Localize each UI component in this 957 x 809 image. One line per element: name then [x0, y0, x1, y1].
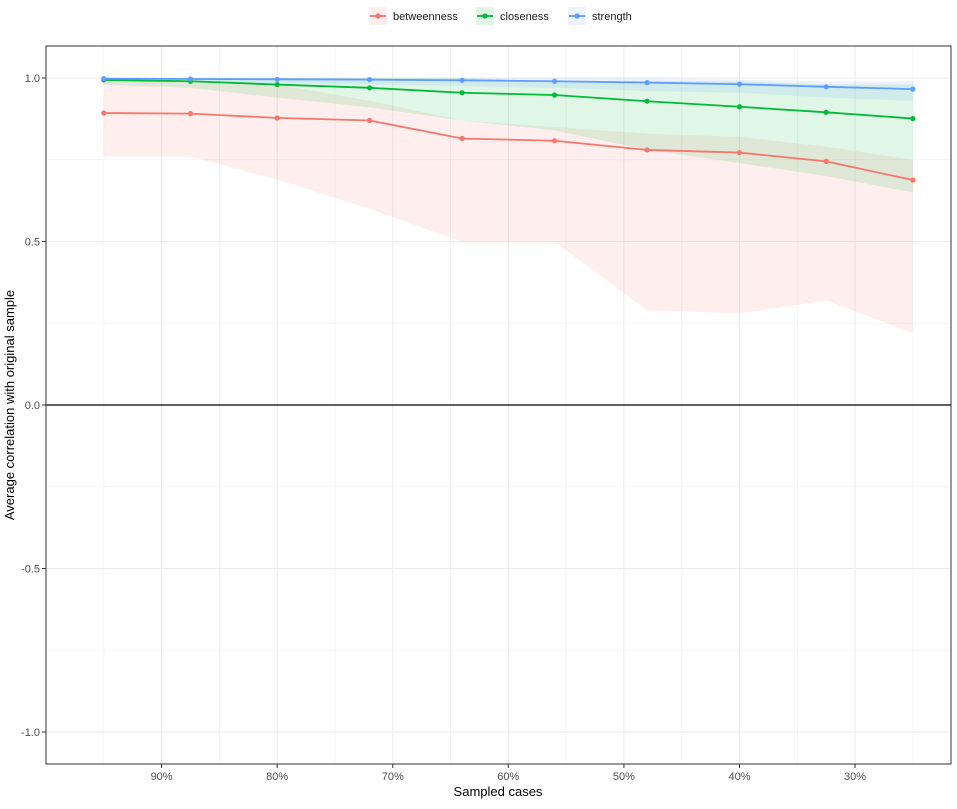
strength-point: [187, 76, 194, 82]
betweenness-point: [823, 158, 829, 164]
betweenness-line: [103, 112, 914, 181]
legend: betweenness closeness strength: [369, 7, 632, 25]
closeness-point: [736, 104, 743, 110]
strength-point: [644, 79, 650, 86]
closeness-point: [367, 85, 373, 91]
legend-key-point: [482, 13, 488, 19]
legend-key-point: [574, 13, 580, 19]
closeness-point: [823, 109, 829, 115]
strength-point: [367, 77, 373, 83]
x-tick-label: 70%: [382, 771, 404, 783]
strength-point: [736, 81, 743, 87]
y-tick-label: 1.0: [25, 73, 40, 85]
strength-point: [274, 76, 280, 82]
betweenness-point: [101, 110, 107, 116]
legend-label: betweenness: [393, 11, 458, 23]
y-tick-label: 0.5: [25, 237, 40, 249]
strength-point: [551, 78, 558, 84]
closeness-point: [910, 115, 916, 122]
betweenness-band: [103, 81, 913, 334]
x-axis: 90% 80% 70% 60% 50% 40% 30%: [151, 764, 866, 783]
legend-label: strength: [592, 11, 632, 23]
betweenness-point: [274, 115, 280, 121]
strength-point: [459, 77, 465, 83]
strength-point: [101, 76, 107, 82]
strength-point: [910, 86, 916, 92]
y-axis-title: Average correlation with original sample: [2, 290, 17, 520]
closeness-point: [644, 98, 650, 104]
series-points: [101, 76, 916, 183]
y-tick-label: 0.0: [25, 400, 40, 412]
betweenness-point: [736, 149, 743, 156]
closeness-band: [103, 78, 913, 193]
x-axis-title: Sampled cases: [454, 784, 543, 799]
x-tick-label: 60%: [497, 771, 519, 783]
betweenness-point: [367, 117, 373, 124]
legend-label: closeness: [500, 11, 549, 23]
strength-line: [103, 77, 913, 91]
legend-item-closeness: closeness: [476, 7, 549, 25]
series-lines: [103, 77, 914, 181]
legend-key-point: [375, 13, 381, 19]
closeness-point: [551, 92, 558, 98]
x-tick-label: 80%: [266, 771, 288, 783]
legend-item-betweenness: betweenness: [369, 7, 458, 25]
closeness-point: [459, 90, 465, 96]
betweenness-point: [459, 135, 465, 142]
closeness-point: [274, 81, 280, 88]
strength-point: [823, 84, 829, 90]
legend-item-strength: strength: [568, 7, 632, 25]
closeness-line: [103, 79, 913, 120]
y-axis: -1.0 -0.5 0.0 0.5 1.0: [21, 73, 46, 739]
x-tick-label: 50%: [613, 771, 635, 783]
betweenness-point: [910, 177, 916, 183]
y-tick-label: -0.5: [21, 564, 40, 576]
y-tick-label: -1.0: [21, 727, 40, 739]
x-tick-label: 90%: [151, 771, 173, 783]
betweenness-point: [187, 111, 194, 117]
x-tick-label: 30%: [844, 771, 866, 783]
betweenness-point: [551, 138, 558, 144]
x-tick-label: 40%: [728, 771, 750, 783]
betweenness-point: [644, 147, 650, 153]
